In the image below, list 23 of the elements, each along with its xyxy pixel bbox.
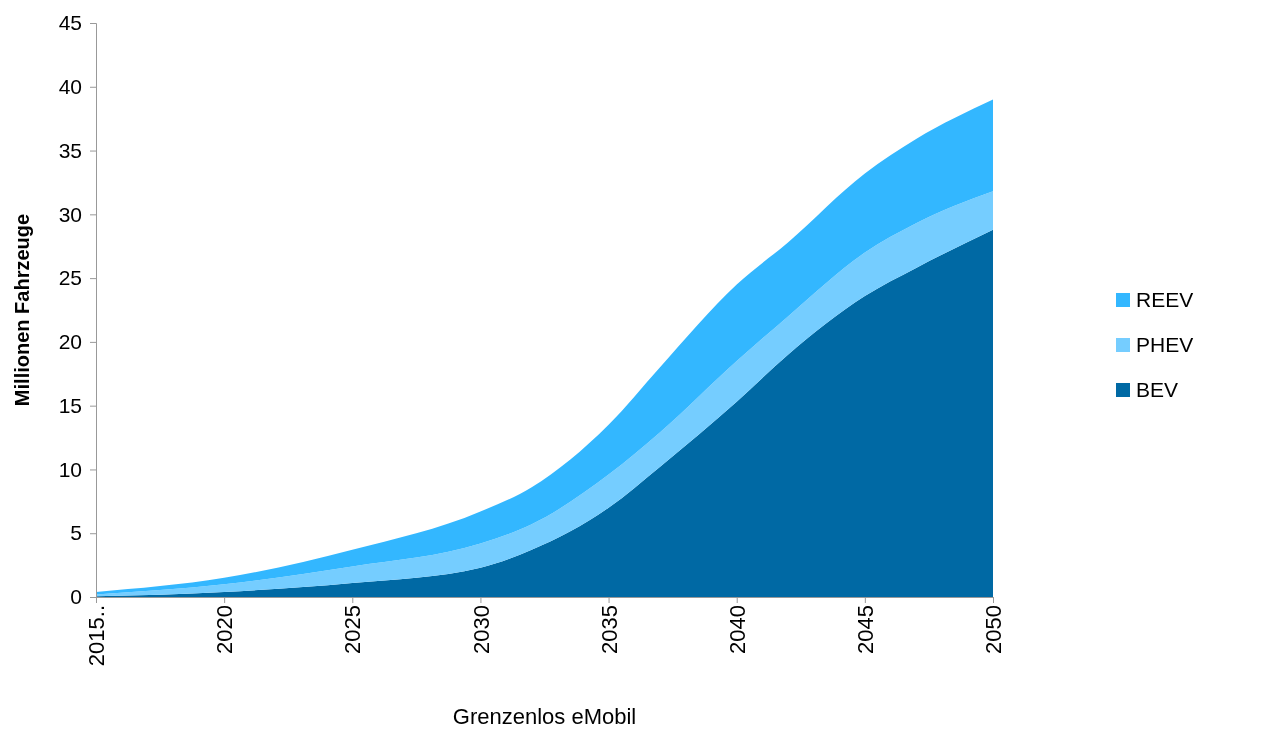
y-tick-label: 35 <box>58 138 82 162</box>
x-tick-label: 2035 <box>596 605 622 654</box>
y-axis-title: Millionen Fahrzeuge <box>11 213 33 407</box>
legend-label: REEV <box>1136 288 1194 312</box>
y-tick-label: 40 <box>58 75 82 98</box>
y-tick-label: 10 <box>58 457 82 481</box>
x-tick-label: 2050 <box>981 605 1007 654</box>
x-axis-title: Grenzenlos eMobil <box>452 704 637 729</box>
legend-label: BEV <box>1136 378 1179 402</box>
y-tick-label: 5 <box>70 521 82 545</box>
y-tick-label: 0 <box>70 585 82 609</box>
y-tick-label: 25 <box>58 266 82 290</box>
y-tick-label: 20 <box>58 330 82 354</box>
x-tick-label: 2015.. <box>84 605 110 667</box>
x-tick-label: 2025 <box>340 605 366 654</box>
x-tick-label: 2030 <box>468 605 494 654</box>
y-tick-label: 45 <box>58 11 82 35</box>
y-tick-label: 30 <box>58 202 82 226</box>
legend-label: PHEV <box>1136 333 1194 357</box>
x-tick-label: 2040 <box>724 605 750 654</box>
y-tick-label: 15 <box>58 393 82 417</box>
x-tick-label: 2045 <box>853 605 879 654</box>
x-tick-label: 2020 <box>212 605 238 654</box>
